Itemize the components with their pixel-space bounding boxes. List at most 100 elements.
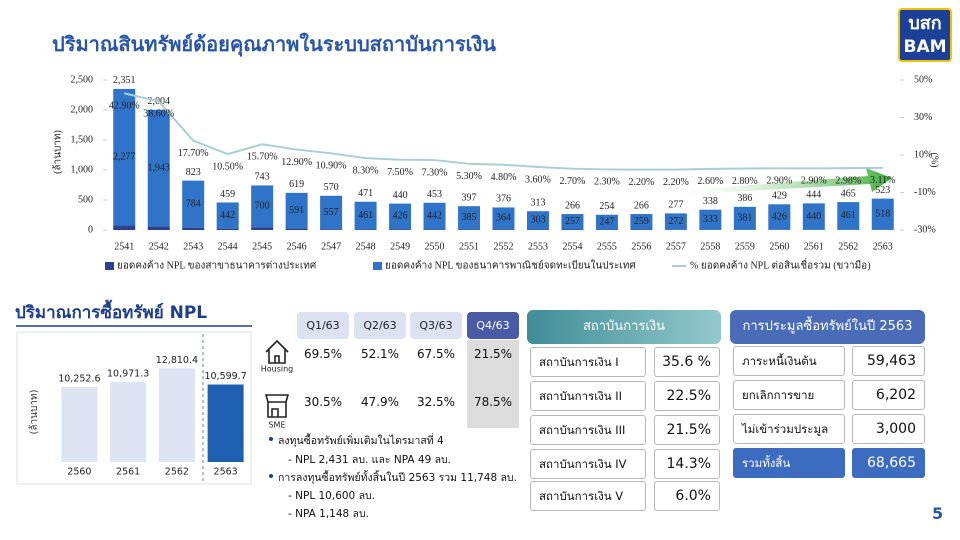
cell: 78.5% <box>473 395 513 409</box>
bar-segment <box>492 229 515 230</box>
total-label: 277 <box>668 200 683 211</box>
total-label: 397 <box>462 192 477 203</box>
x-tick-label: 2558 <box>700 241 720 252</box>
data-label: 518 <box>875 208 890 219</box>
bar-segment <box>354 229 377 230</box>
cell: 21.5% <box>473 347 513 361</box>
y-tick-label: 2,000 <box>71 104 94 115</box>
x-tick-label: 2557 <box>666 241 686 252</box>
bar-segment <box>699 209 722 230</box>
cell: 47.9% <box>360 395 400 409</box>
y2-tick-label: -10% <box>914 187 936 198</box>
line-label: 42.90% <box>109 101 140 112</box>
total-label: 823 <box>186 167 201 178</box>
bar-segment <box>664 213 687 230</box>
bullet: การลงทุนซื้อทรัพย์ทั้งสิ้นในปี 2563 รวม … <box>278 472 517 484</box>
line-label: 2.80% <box>732 176 758 187</box>
total-label: 266 <box>634 200 649 211</box>
line-label: 2.90% <box>766 176 792 187</box>
line-label: 38.60% <box>143 109 174 120</box>
legend-swatch <box>105 262 114 270</box>
row-value: 22.5% <box>654 381 720 411</box>
data-label: 272 <box>668 216 683 227</box>
bar-segment <box>595 214 618 230</box>
column-header: Q2/63 <box>354 312 406 339</box>
bar-segment <box>526 211 549 230</box>
line-label: 2.20% <box>628 177 654 188</box>
data-label: 257 <box>565 216 580 227</box>
line-label: 17.70% <box>178 148 209 159</box>
row-label: สถาบันการเงิน III <box>530 415 646 445</box>
row-label: ไม่เข้าร่วมประมูล <box>733 414 845 444</box>
bar-segment <box>526 229 549 230</box>
column-header: Q4/63 <box>467 312 519 339</box>
bar-segment <box>320 229 343 230</box>
bar-segment <box>492 207 515 230</box>
bar-segment <box>389 203 412 230</box>
data-label: 381 <box>737 213 752 224</box>
line-label: 2.70% <box>560 176 586 187</box>
y-axis-label: (ล้านบาท) <box>51 130 63 174</box>
cell: 52.1% <box>360 347 400 361</box>
total-label: 459 <box>220 189 235 200</box>
data-label: 364 <box>496 213 511 224</box>
y-tick-label: 500 <box>78 194 93 205</box>
x-tick-label: 2545 <box>252 241 272 252</box>
data-label: 461 <box>841 210 856 221</box>
row-value: 6.0% <box>654 481 720 511</box>
line-label: 2.30% <box>594 177 620 188</box>
data-label: 440 <box>806 211 821 222</box>
bar <box>61 387 98 462</box>
bar-segment <box>389 229 412 230</box>
line-label: 3.60% <box>525 174 551 185</box>
cell: 32.5% <box>416 395 456 409</box>
line-label: 5.30% <box>456 171 482 182</box>
x-tick-label: 2552 <box>494 241 514 252</box>
bar-segment <box>837 202 860 230</box>
data-label: 557 <box>324 207 339 218</box>
panel-header: สถาบันการเงิน <box>527 310 721 344</box>
x-tick-label: 2546 <box>287 241 307 252</box>
logo-english: BAM <box>903 37 947 57</box>
y2-tick-label: -30% <box>914 224 936 235</box>
x-tick-label: 2563 <box>873 241 893 252</box>
data-label: 1,943 <box>147 162 170 173</box>
total-label: 440 <box>393 190 408 201</box>
bar-segment <box>285 228 308 230</box>
cell: 69.5% <box>303 347 343 361</box>
bar-segment <box>354 201 377 230</box>
bullet-dot <box>269 474 273 478</box>
bar-segment <box>561 229 584 230</box>
small-chart-frame <box>16 331 252 485</box>
y2-tick-label: 10% <box>914 149 932 160</box>
total-label: 523 <box>875 185 890 196</box>
bar-segment <box>182 180 205 228</box>
x-tick-label: 2562 <box>165 467 189 478</box>
y-axis-label: (ล้านบาท) <box>28 389 40 434</box>
bar-segment <box>458 229 481 230</box>
bullet-item: - NPA 1,148 ลบ. <box>288 508 369 520</box>
x-tick-label: 2560 <box>67 467 91 478</box>
legend-label: ยอดคงค้าง NPL ของสาขาธนาคารต่างประเทศ <box>117 259 317 271</box>
bar-segment <box>423 202 446 230</box>
data-label: 12,810.4 <box>156 355 198 366</box>
line-label: 2.20% <box>663 177 689 188</box>
line-label: 10.90% <box>316 161 347 172</box>
data-label: 700 <box>255 201 270 212</box>
housing-icon <box>265 339 289 364</box>
data-label: 10,252.6 <box>58 374 100 385</box>
line-series <box>124 92 883 171</box>
trend-arrow <box>660 168 892 196</box>
y2-axis-label: (%) <box>929 153 940 168</box>
line-label: 4.80% <box>491 172 517 183</box>
y-tick-label: 0 <box>88 224 93 235</box>
line-label: 2.60% <box>697 176 723 187</box>
total-label: 471 <box>358 188 373 199</box>
bar-segment <box>733 206 756 230</box>
line-label: 8.30% <box>353 165 379 176</box>
data-label: 10,971.3 <box>107 368 149 379</box>
row-value: 59,463 <box>852 346 925 376</box>
row-value: 14.3% <box>654 449 720 479</box>
total-label: 444 <box>806 190 821 201</box>
